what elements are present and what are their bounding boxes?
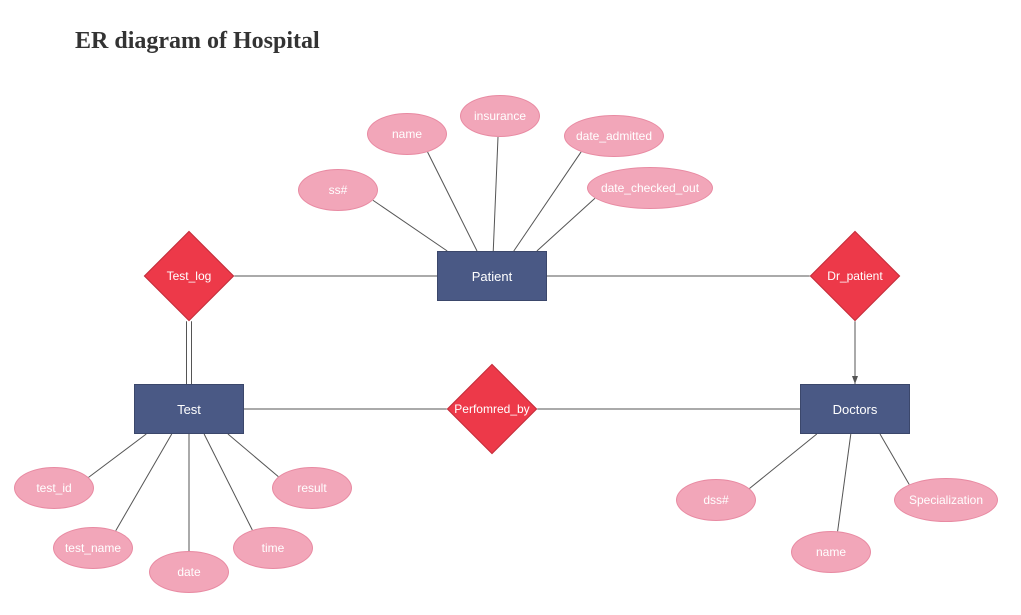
attribute-t_result: result xyxy=(272,467,352,509)
attribute-p_ins: insurance xyxy=(460,95,540,137)
attribute-p_ss: ss# xyxy=(298,169,378,211)
attribute-label: ss# xyxy=(329,183,348,197)
attribute-d_spec: Specialization xyxy=(894,478,998,522)
entity-patient: Patient xyxy=(437,251,547,301)
attribute-label: test_name xyxy=(65,541,121,555)
attribute-d_dss: dss# xyxy=(676,479,756,521)
attribute-d_name: name xyxy=(791,531,871,573)
attr-connector xyxy=(373,200,447,251)
attr-connector xyxy=(116,434,172,531)
relationship-label: Perfomred_by xyxy=(454,402,529,416)
attr-connector xyxy=(537,198,595,251)
attribute-t_id: test_id xyxy=(14,467,94,509)
attribute-label: time xyxy=(262,541,285,555)
attr-connector xyxy=(749,434,816,488)
er-diagram-canvas: ER diagram of Hospital Patient Test Doctor… xyxy=(0,0,1021,615)
relationship-label: Test_log xyxy=(167,269,212,283)
entity-label: Test xyxy=(177,402,201,417)
attribute-label: date_admitted xyxy=(576,129,652,143)
attr-connector xyxy=(228,434,278,477)
attribute-label: insurance xyxy=(474,109,526,123)
entity-label: Doctors xyxy=(833,402,878,417)
attribute-t_name: test_name xyxy=(53,527,133,569)
attribute-t_date: date xyxy=(149,551,229,593)
diagram-title: ER diagram of Hospital xyxy=(75,28,320,55)
attr-connector xyxy=(89,434,147,477)
attr-connector xyxy=(514,152,581,251)
relationship-test_log: Test_log xyxy=(144,231,235,322)
attr-connector xyxy=(428,152,477,251)
attr-connector xyxy=(493,137,498,251)
attribute-label: name xyxy=(392,127,422,141)
attribute-label: Specialization xyxy=(909,493,983,507)
attribute-label: name xyxy=(816,545,846,559)
attribute-label: result xyxy=(297,481,326,495)
attr-connector xyxy=(880,434,909,484)
attribute-label: date xyxy=(177,565,200,579)
attribute-t_time: time xyxy=(233,527,313,569)
attribute-label: dss# xyxy=(703,493,728,507)
attribute-p_name: name xyxy=(367,113,447,155)
relationship-dr_patient: Dr_patient xyxy=(810,231,901,322)
attribute-p_adm: date_admitted xyxy=(564,115,664,157)
entity-doctors: Doctors xyxy=(800,384,910,434)
attribute-label: test_id xyxy=(36,481,71,495)
relationship-label: Dr_patient xyxy=(827,269,882,283)
attribute-p_chk: date_checked_out xyxy=(587,167,713,209)
entity-label: Patient xyxy=(472,269,512,284)
attr-connector xyxy=(838,434,851,531)
attribute-label: date_checked_out xyxy=(601,181,699,195)
attr-connector xyxy=(204,434,252,530)
entity-test: Test xyxy=(134,384,244,434)
relationship-performed_by: Perfomred_by xyxy=(447,364,538,455)
